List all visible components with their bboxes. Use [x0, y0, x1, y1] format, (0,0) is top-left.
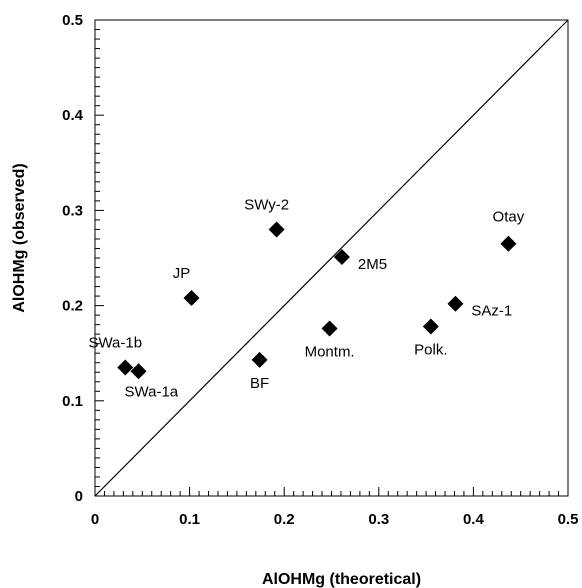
point-label: 2M5 [358, 256, 387, 273]
point-label: JP [173, 265, 191, 282]
data-points [117, 221, 517, 380]
y-tick-label: 0.5 [62, 12, 83, 29]
data-point [422, 318, 439, 335]
point-label: Montm. [305, 343, 355, 360]
y-axis-label: AlOHMg (observed) [11, 163, 28, 312]
point-label: SWa-1b [88, 334, 142, 351]
x-axis-label: AlOHMg (theoretical) [262, 571, 421, 588]
point-label: BF [250, 375, 269, 392]
data-point [321, 320, 338, 337]
reference-line [94, 19, 569, 497]
reference-line-group [94, 19, 569, 497]
x-tick-label: 0.2 [274, 511, 295, 528]
point-label: Polk. [414, 342, 447, 359]
point-label: SWa-1a [125, 383, 179, 400]
y-tick-label: 0.3 [62, 202, 83, 219]
point-label: SAz-1 [471, 303, 512, 320]
data-point [183, 289, 200, 306]
data-point [251, 351, 268, 368]
x-tick-label: 0.3 [368, 511, 389, 528]
x-tick-label: 0.4 [463, 511, 485, 528]
x-tick-label: 0.5 [558, 511, 579, 528]
tick-labels: 0 0.1 0.2 0.3 0.4 0.5 0 0.1 0.2 0.3 0.4 0.5 [62, 12, 578, 528]
x-tick-label: 0 [91, 511, 99, 528]
data-point [500, 235, 517, 252]
data-point [130, 363, 147, 380]
data-point [447, 295, 464, 312]
data-point [268, 221, 285, 238]
y-tick-label: 0.4 [62, 107, 84, 124]
x-tick-label: 0.1 [179, 511, 200, 528]
point-label: Otay [493, 209, 525, 226]
point-labels: SWa-1b SWa-1a JP BF SWy-2 Montm. 2M5 Polk. SAz-1… [88, 196, 524, 400]
data-point [333, 249, 350, 266]
point-label: SWy-2 [244, 196, 289, 213]
data-point [117, 359, 134, 376]
y-tick-label: 0 [75, 488, 83, 505]
y-tick-label: 0.2 [62, 298, 83, 315]
axis-ticks [94, 19, 569, 497]
y-tick-label: 0.1 [62, 393, 83, 410]
